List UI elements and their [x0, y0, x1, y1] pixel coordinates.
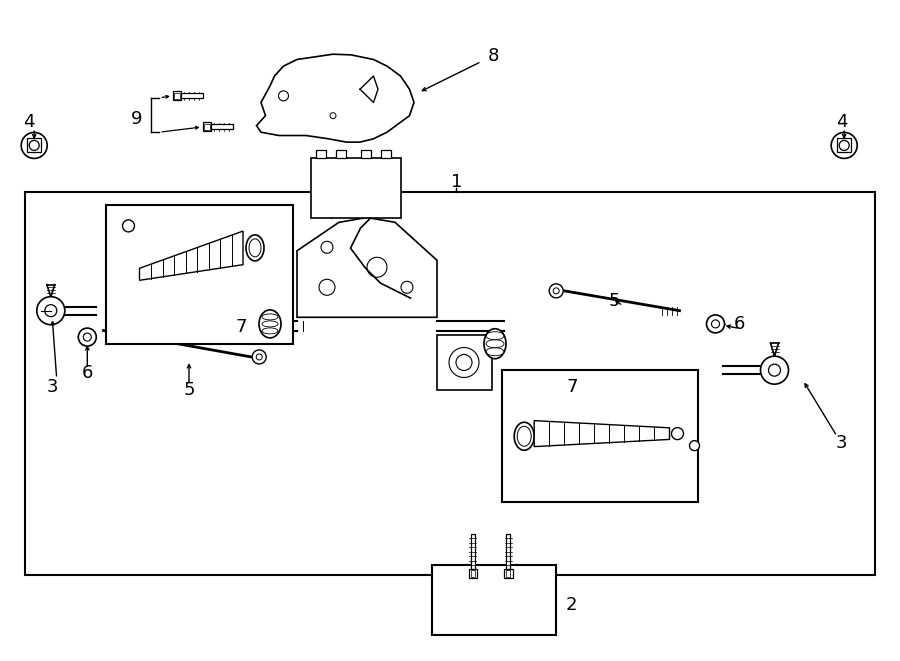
Text: 7: 7: [236, 318, 247, 336]
Ellipse shape: [246, 235, 264, 261]
Bar: [502, 370, 698, 502]
Bar: [181, 93, 202, 98]
Bar: [203, 124, 210, 130]
Ellipse shape: [514, 422, 535, 450]
Bar: [173, 91, 181, 100]
Circle shape: [760, 356, 788, 384]
Text: 3: 3: [47, 377, 58, 396]
Bar: [202, 122, 211, 132]
Circle shape: [78, 328, 96, 346]
Circle shape: [689, 441, 699, 451]
Polygon shape: [297, 217, 437, 317]
Bar: [174, 93, 180, 99]
Circle shape: [252, 350, 266, 364]
Bar: [505, 569, 512, 578]
Bar: [381, 150, 391, 158]
Bar: [436, 335, 491, 390]
Polygon shape: [256, 54, 414, 142]
Text: 5: 5: [609, 292, 620, 310]
Text: 4: 4: [836, 113, 847, 132]
Polygon shape: [140, 231, 243, 280]
Bar: [27, 138, 41, 153]
Circle shape: [549, 284, 563, 298]
Circle shape: [832, 132, 857, 159]
Bar: [310, 158, 400, 218]
Bar: [316, 150, 326, 158]
Bar: [106, 205, 292, 344]
Bar: [837, 138, 851, 153]
Text: 9: 9: [131, 110, 142, 128]
Circle shape: [22, 132, 47, 159]
Bar: [361, 150, 371, 158]
Ellipse shape: [259, 310, 281, 338]
Text: 2: 2: [566, 596, 577, 614]
Bar: [469, 569, 476, 578]
Text: 6: 6: [734, 315, 745, 333]
Text: 5: 5: [184, 381, 194, 399]
Text: 1: 1: [451, 173, 462, 191]
Text: 3: 3: [836, 434, 847, 452]
Bar: [336, 150, 346, 158]
Circle shape: [122, 220, 134, 232]
Text: 6: 6: [82, 364, 93, 383]
Ellipse shape: [484, 329, 506, 359]
Bar: [507, 570, 510, 577]
Bar: [432, 565, 556, 635]
Text: 8: 8: [488, 47, 499, 65]
Bar: [507, 534, 510, 569]
Circle shape: [706, 315, 724, 333]
Bar: [211, 124, 232, 130]
Bar: [25, 192, 875, 575]
Bar: [471, 534, 474, 569]
Polygon shape: [535, 420, 670, 447]
Text: 7: 7: [567, 377, 578, 396]
Text: 4: 4: [23, 113, 34, 132]
Bar: [471, 570, 474, 577]
Circle shape: [671, 428, 683, 440]
Circle shape: [37, 297, 65, 325]
